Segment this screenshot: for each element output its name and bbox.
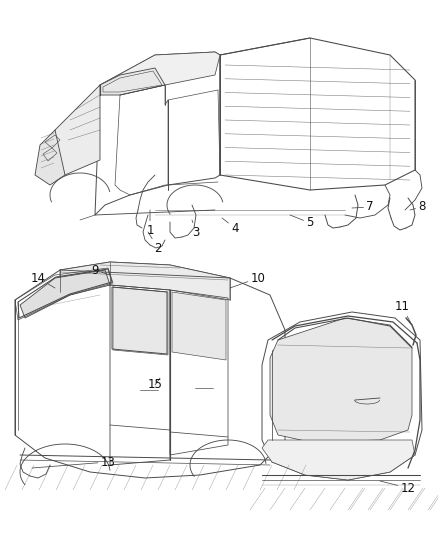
- Polygon shape: [100, 52, 219, 95]
- Text: 12: 12: [379, 481, 414, 495]
- Text: 15: 15: [147, 378, 162, 392]
- Polygon shape: [113, 287, 168, 355]
- Text: 4: 4: [222, 218, 238, 235]
- Polygon shape: [172, 292, 226, 360]
- Polygon shape: [50, 85, 100, 175]
- Text: 2: 2: [148, 232, 161, 254]
- Polygon shape: [261, 440, 414, 480]
- Polygon shape: [269, 318, 411, 442]
- Polygon shape: [60, 262, 230, 300]
- Polygon shape: [35, 130, 65, 185]
- Polygon shape: [20, 270, 110, 318]
- Text: 7: 7: [351, 200, 373, 214]
- Text: 11: 11: [394, 301, 411, 325]
- Text: 9: 9: [91, 263, 110, 277]
- Polygon shape: [100, 68, 165, 95]
- Text: 5: 5: [290, 215, 313, 230]
- Text: 1: 1: [146, 210, 153, 237]
- Text: 10: 10: [230, 271, 265, 288]
- Text: 3: 3: [191, 220, 199, 238]
- Text: 8: 8: [409, 200, 425, 214]
- Text: 14: 14: [30, 271, 55, 288]
- Text: 13: 13: [32, 456, 115, 469]
